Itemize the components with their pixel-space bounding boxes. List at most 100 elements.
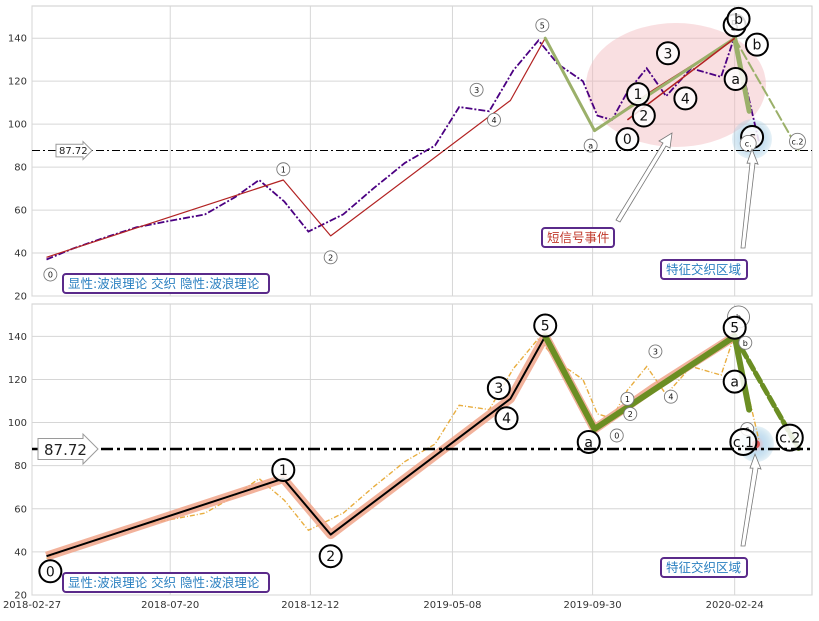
y-tick-label: 140 — [8, 34, 27, 45]
correction-leg-a — [543, 36, 597, 133]
wave-label-4: 4 — [673, 86, 698, 111]
wave-label-c-: c. — [739, 135, 757, 152]
wave-label-text: 1 — [279, 463, 288, 479]
correction-leg-c2 — [733, 37, 800, 151]
correction-leg-b — [593, 36, 737, 133]
wave-label-text: 3 — [474, 86, 479, 95]
reference-value-label: 87.72 — [44, 441, 87, 459]
wave-label-circle — [43, 267, 58, 282]
wave-label-circle — [663, 389, 678, 404]
wave-label-a: a — [583, 138, 598, 153]
wave-label-4: 4 — [487, 112, 501, 127]
y-tick-label: 40 — [14, 249, 27, 260]
wave-label-text: 4 — [668, 393, 673, 402]
wave-label-text: 2 — [628, 410, 633, 419]
legend-text: 显性:波浪理论 交织 隐性:波浪理论 — [68, 575, 260, 590]
y-tick-label: 120 — [8, 375, 27, 386]
wave-label-c-1: c.1 — [729, 427, 758, 456]
wave-label-text: 4 — [491, 116, 496, 125]
wave-label-circle — [535, 18, 550, 33]
wave-label-text: 1 — [625, 395, 630, 404]
feature-zone-arrow — [740, 148, 759, 249]
wave-label-circle — [673, 86, 698, 111]
wave-label-b: b — [726, 6, 751, 31]
correction-leg-a — [542, 333, 598, 433]
short-signal-box — [541, 227, 615, 248]
x-tick-label: 2019-09-30 — [564, 600, 622, 611]
wave-label-circle — [722, 369, 747, 394]
wave-label-2: 2 — [631, 103, 656, 128]
wave-label-3: 3 — [648, 344, 663, 359]
wave-label-text: 2 — [326, 549, 335, 565]
wave-label-circle — [726, 6, 751, 31]
y-tick-label: 80 — [14, 163, 27, 174]
wave-label-text: 4 — [681, 91, 690, 107]
wave-label-circle — [276, 162, 291, 177]
y-tick-label: 60 — [14, 504, 27, 515]
wave-label-circle — [271, 457, 296, 482]
y-tick-label: 60 — [14, 206, 27, 217]
wave-label-circle — [620, 391, 635, 406]
reference-arrow-marker — [55, 140, 93, 161]
y-tick-label: 20 — [14, 591, 27, 602]
wave-label-0: 0 — [609, 428, 624, 443]
price-series-line — [46, 32, 760, 261]
wave-label-circle — [648, 344, 663, 359]
wave-label-4: 4 — [494, 406, 519, 431]
wave-label-circle — [609, 428, 624, 443]
wave-label-2: 2 — [318, 544, 343, 569]
wave-label-circle — [576, 429, 601, 454]
wave-label-text: 3 — [494, 381, 503, 397]
wave-label-circle — [739, 135, 757, 152]
y-tick-label: 120 — [8, 77, 27, 88]
wave-label-1: 1 — [271, 457, 296, 482]
wave-label-circle — [533, 313, 558, 338]
wave-label-circle — [487, 112, 501, 127]
wave-label-1: 1 — [276, 162, 291, 177]
short-signal-text: 短信号事件 — [547, 230, 610, 245]
wave-label-text: 0 — [623, 132, 632, 148]
legend-box — [62, 572, 270, 593]
wave-label-circle — [623, 406, 638, 421]
y-tick-label: 140 — [8, 332, 27, 343]
feature-zone-box — [660, 557, 748, 578]
y-tick-label: 100 — [8, 120, 27, 131]
wave-label-text: a — [584, 435, 593, 451]
x-tick-label: 2019-05-08 — [423, 600, 481, 611]
wave-label-circle — [789, 132, 806, 150]
wave-label-1: 1 — [626, 82, 651, 107]
wave-label-text: 0 — [46, 564, 55, 580]
wave-label-b: b — [738, 335, 753, 350]
wave-label-circle — [723, 67, 748, 92]
wave-label-a: a — [722, 369, 747, 394]
wave-label-text: b — [743, 339, 748, 348]
wave-label-text: c. — [745, 139, 752, 148]
wave-label-circle — [323, 250, 338, 265]
y-tick-label: 20 — [14, 292, 27, 303]
wave-label-text: a — [588, 142, 593, 151]
x-tick-label: 2020-02-24 — [706, 600, 764, 611]
wave-label-a: a — [723, 67, 748, 92]
wave-label-text: c.2 — [779, 431, 800, 447]
wave-label-circle — [494, 406, 519, 431]
wave-label-text: 0 — [48, 271, 53, 280]
wave-label-circle — [583, 138, 598, 153]
legend-box — [62, 273, 270, 294]
feature-zone-text: 特征交织区域 — [666, 560, 741, 575]
wave-label-c-2: c.2 — [775, 423, 804, 452]
wave-label-circle — [738, 335, 753, 350]
wave-label-circle — [631, 103, 656, 128]
wave-label-0: 0 — [615, 127, 640, 152]
wave-label-5: 5 — [722, 315, 747, 340]
wave-label-circle — [469, 82, 484, 97]
wave-label-3: 3 — [469, 82, 484, 97]
wave-label-5: 5 — [535, 18, 550, 33]
wave-label-text: c.2 — [791, 137, 803, 146]
wave-label-text: 1 — [281, 165, 286, 174]
x-tick-label: 2018-02-27 — [3, 600, 61, 611]
wave-label-text: 5 — [541, 319, 550, 335]
wave-label-text: b — [734, 12, 743, 28]
x-tick-label: 2018-12-12 — [281, 600, 339, 611]
